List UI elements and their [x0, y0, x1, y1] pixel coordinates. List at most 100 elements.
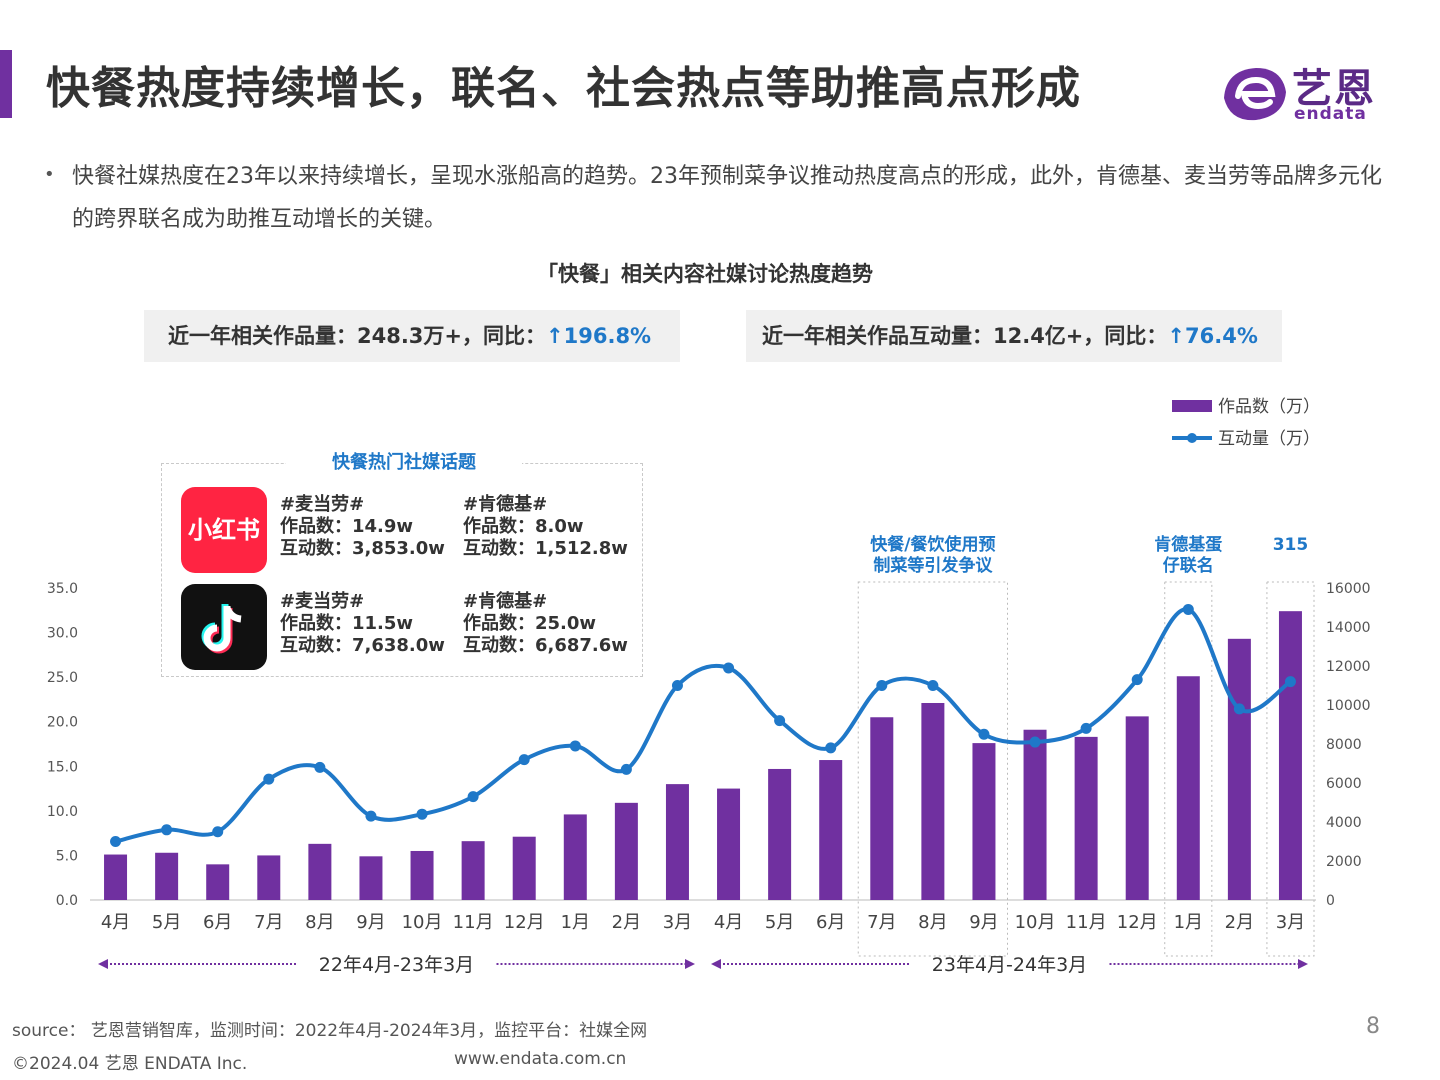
annotation-box	[1164, 581, 1213, 957]
x-tick-label: 2月	[612, 912, 641, 933]
line-point-interactions	[518, 754, 530, 766]
y-right-tick-label: 14000	[1326, 620, 1371, 636]
bar-works	[665, 784, 689, 900]
bar-works	[1176, 676, 1200, 900]
legend-line-marker	[1187, 433, 1197, 443]
y-right-tick-label: 16000	[1326, 581, 1371, 597]
bar-works	[1023, 729, 1047, 900]
line-point-interactions	[467, 791, 479, 803]
line-point-interactions	[1080, 722, 1092, 734]
x-tick-label: 10月	[1015, 912, 1056, 933]
hot-topics-title: 快餐热门社媒话题	[286, 448, 522, 474]
summary-text: 快餐社媒热度在23年以来持续增长，呈现水涨船高的趋势。23年预制菜争议推动热度高…	[72, 164, 1382, 232]
line-point-interactions	[416, 808, 428, 820]
works-stat-box: 近一年相关作品量：248.3万+，同比：↑196.8%	[144, 310, 680, 362]
y-right-tick-label: 6000	[1326, 776, 1362, 792]
annotation-label: 315	[1273, 535, 1309, 555]
douyin-logo-icon	[181, 584, 267, 670]
x-tick-label: 3月	[663, 912, 692, 933]
website-link[interactable]: www.endata.com.cn	[454, 1049, 627, 1069]
title-accent-bar	[0, 50, 12, 118]
bar-works	[461, 841, 485, 900]
line-point-interactions	[569, 740, 581, 752]
x-tick-label: 11月	[453, 912, 494, 933]
annotation-label: 仔联名	[1163, 555, 1214, 576]
endata-logo-icon	[1224, 68, 1286, 121]
bar-works	[1227, 638, 1251, 900]
bar-works	[512, 836, 536, 900]
x-tick-label: 4月	[714, 912, 743, 933]
legend-works-label: 作品数（万）	[1218, 397, 1320, 417]
logo-text: 艺恩	[1292, 66, 1376, 112]
x-tick-label: 4月	[101, 912, 130, 933]
line-point-interactions	[110, 836, 122, 847]
line-point-interactions	[1131, 674, 1143, 686]
interactions-stat-box: 近一年相关作品互动量：12.4亿+，同比：↑76.4%	[746, 310, 1282, 362]
x-tick-label: 10月	[402, 912, 443, 933]
x-tick-label: 8月	[918, 912, 947, 933]
bar-works	[717, 788, 741, 900]
bar-works	[768, 768, 792, 900]
line-point-interactions	[1029, 736, 1041, 748]
y-right-tick-label: 4000	[1326, 815, 1362, 831]
x-tick-label: 5月	[152, 912, 181, 933]
x-tick-label: 11月	[1066, 912, 1107, 933]
bar-works	[972, 743, 996, 900]
line-point-interactions	[1284, 676, 1296, 688]
x-tick-label: 9月	[356, 912, 385, 933]
x-tick-label: 8月	[305, 912, 334, 933]
copyright: ©2024.04 艺恩 ENDATA Inc.	[12, 1054, 248, 1074]
bullet-marker: •	[44, 164, 55, 185]
y-right-tick-label: 10000	[1326, 698, 1371, 714]
bar-works	[1125, 716, 1149, 900]
hot-topics-box: 快餐热门社媒话题 小红书 #麦当劳# 作品数：14.9w 互动数：3,853.0…	[161, 448, 643, 677]
line-point-interactions	[927, 680, 939, 691]
bar-works	[308, 843, 332, 900]
line-point-interactions	[774, 715, 786, 727]
line-point-interactions	[723, 662, 735, 674]
period-label: 22年4月-23年3月	[319, 954, 474, 976]
bar-works	[870, 717, 894, 900]
annotation-box	[857, 581, 1008, 957]
line-point-interactions	[314, 761, 326, 773]
line-point-interactions	[1182, 603, 1194, 615]
line-point-interactions	[1233, 703, 1245, 715]
annotation-label: 制菜等引发争议	[873, 555, 993, 576]
legend-interactions-label: 互动量（万）	[1218, 429, 1320, 449]
topic-tag: #肯德基#	[463, 494, 548, 515]
works-stat-label: 近一年相关作品量：248.3万+，同比：	[168, 324, 547, 348]
topic-xhs-kfc: #肯德基# 作品数：8.0w 互动数：1,512.8w	[463, 494, 628, 560]
line-point-interactions	[876, 680, 888, 691]
topic-tag: #麦当劳#	[280, 591, 365, 612]
bar-works	[563, 814, 587, 900]
topic-works: 作品数：14.9w	[280, 516, 414, 537]
y-right-tick-label: 12000	[1326, 659, 1371, 675]
period-label: 23年4月-24年3月	[932, 954, 1087, 976]
line-point-interactions	[161, 824, 173, 836]
y-left-tick-label: 35.0	[47, 581, 78, 597]
bar-works	[104, 854, 128, 900]
x-tick-label: 3月	[1276, 912, 1305, 933]
logo-subtext: endata	[1294, 104, 1367, 124]
line-point-interactions	[620, 763, 632, 775]
y-left-tick-label: 15.0	[47, 759, 78, 775]
source-note: source： 艺恩营销智库，监测时间：2022年4月-2024年3月，监控平台…	[12, 1021, 648, 1041]
topic-interactions: 互动数：6,687.6w	[463, 635, 628, 656]
line-point-interactions	[671, 680, 683, 691]
x-tick-label: 6月	[203, 912, 232, 933]
topic-tag: #肯德基#	[463, 591, 548, 612]
page-title: 快餐热度持续增长，联名、社会热点等助推高点形成	[46, 63, 1081, 114]
annotation-box	[1266, 581, 1315, 957]
x-tick-label: 1月	[561, 912, 590, 933]
xiaohongshu-logo-icon: 小红书	[181, 487, 267, 573]
y-right-tick-label: 8000	[1326, 737, 1362, 753]
topic-douyin-mcd: #麦当劳# 作品数：11.5w 互动数：7,638.0w	[280, 591, 445, 657]
line-point-interactions	[825, 742, 837, 754]
x-tick-label: 12月	[1117, 912, 1158, 933]
x-tick-label: 2月	[1225, 912, 1254, 933]
y-right-tick-label: 0	[1326, 893, 1335, 909]
line-point-interactions	[212, 826, 224, 838]
chart-legend: 作品数（万） 互动量（万）	[1172, 397, 1320, 449]
bar-works	[155, 852, 179, 900]
bar-works	[257, 855, 281, 900]
